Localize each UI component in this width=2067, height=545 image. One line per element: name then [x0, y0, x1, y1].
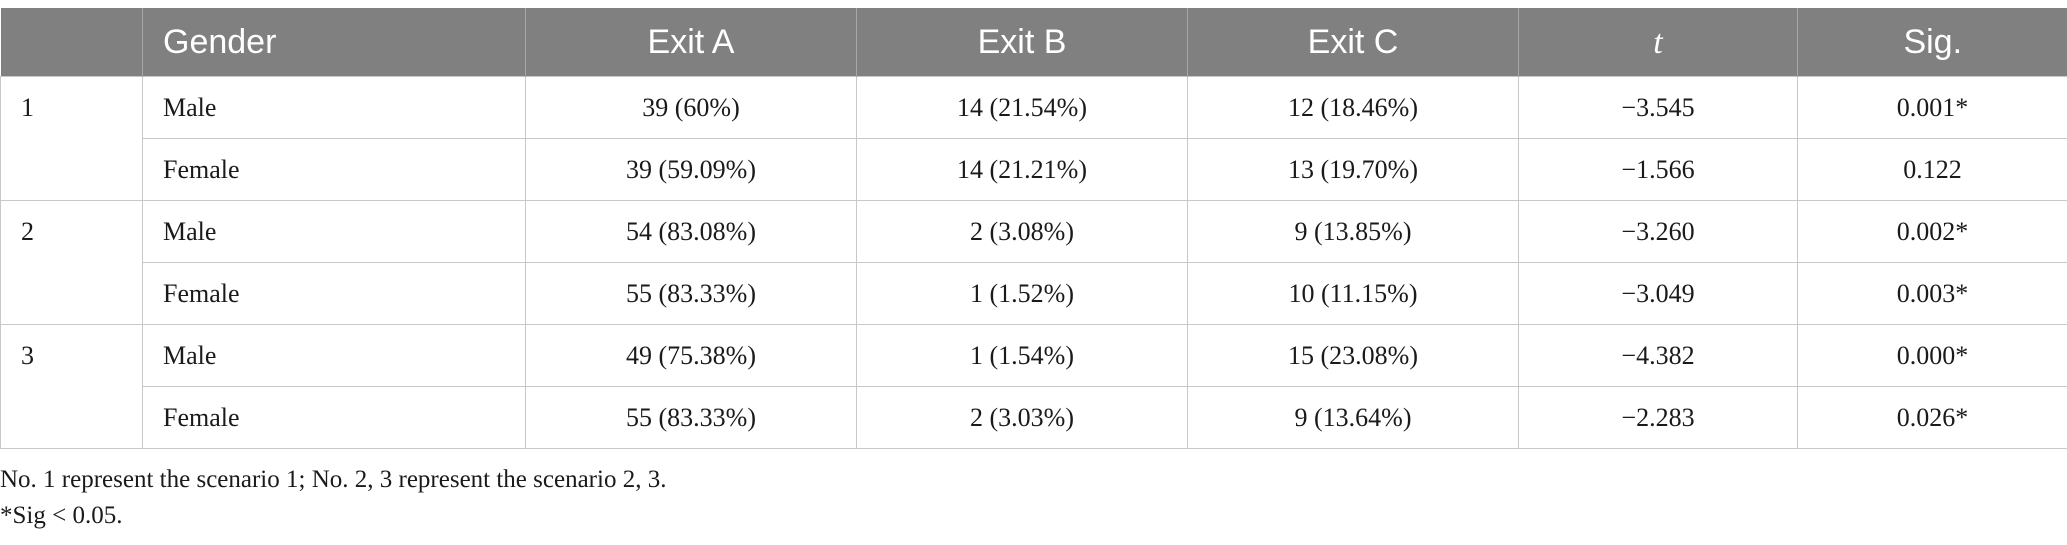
table-row: Female 39 (59.09%) 14 (21.21%) 13 (19.70…: [1, 138, 2067, 201]
cell-exit-a: 54 (83.08%): [525, 200, 857, 263]
header-exit-b: Exit B: [856, 8, 1188, 77]
cell-exit-a: 55 (83.33%): [525, 262, 857, 325]
cell-sig: 0.026*: [1797, 386, 2067, 449]
table-row: 3 Male 49 (75.38%) 1 (1.54%) 15 (23.08%)…: [0, 324, 2067, 449]
cell-exit-c: 13 (19.70%): [1187, 138, 1519, 201]
cell-gender: Female: [142, 138, 526, 201]
cell-gender: Male: [142, 324, 526, 387]
scenario-number: 1: [0, 76, 143, 201]
cell-sig: 0.003*: [1797, 262, 2067, 325]
header-t: t: [1518, 8, 1798, 77]
cell-exit-b: 1 (1.54%): [856, 324, 1188, 387]
cell-exit-c: 10 (11.15%): [1187, 262, 1519, 325]
header-gender: Gender: [142, 8, 526, 77]
cell-gender: Male: [142, 200, 526, 263]
cell-exit-a: 39 (59.09%): [525, 138, 857, 201]
cell-gender: Female: [142, 386, 526, 449]
cell-gender: Female: [142, 262, 526, 325]
table-row: Female 55 (83.33%) 1 (1.52%) 10 (11.15%)…: [1, 262, 2067, 325]
footnote-significance: *Sig < 0.05.: [0, 502, 123, 529]
cell-t: −3.049: [1518, 262, 1798, 325]
cell-exit-c: 9 (13.85%): [1187, 200, 1519, 263]
cell-t: −2.283: [1518, 386, 1798, 449]
table-body: 1 Male 39 (60%) 14 (21.54%) 12 (18.46%) …: [0, 76, 2067, 449]
cell-exit-a: 39 (60%): [525, 76, 857, 139]
cell-exit-b: 14 (21.21%): [856, 138, 1188, 201]
table-row: 2 Male 54 (83.08%) 2 (3.08%) 9 (13.85%) …: [0, 200, 2067, 325]
results-table: Gender Exit A Exit B Exit C t Sig. 1 Mal…: [0, 8, 2067, 449]
table-header: Gender Exit A Exit B Exit C t Sig.: [0, 8, 2067, 77]
cell-t: −1.566: [1518, 138, 1798, 201]
cell-sig: 0.001*: [1797, 76, 2067, 139]
cell-gender: Male: [142, 76, 526, 139]
header-exit-a: Exit A: [525, 8, 857, 77]
table-row: Female 55 (83.33%) 2 (3.03%) 9 (13.64%) …: [1, 386, 2067, 449]
scenario-number: 2: [0, 200, 143, 325]
header-t-label: t: [1653, 23, 1663, 61]
header-exit-c: Exit C: [1187, 8, 1519, 77]
cell-t: −3.260: [1518, 200, 1798, 263]
cell-exit-c: 15 (23.08%): [1187, 324, 1519, 387]
cell-exit-c: 12 (18.46%): [1187, 76, 1519, 139]
cell-exit-b: 2 (3.03%): [856, 386, 1188, 449]
cell-sig: 0.122: [1797, 138, 2067, 201]
header-sig: Sig.: [1797, 8, 2067, 77]
scenario-number: 3: [0, 324, 143, 449]
cell-exit-b: 14 (21.54%): [856, 76, 1188, 139]
results-table-wrapper: Gender Exit A Exit B Exit C t Sig. 1 Mal…: [0, 8, 2067, 449]
footnote-scenario: No. 1 represent the scenario 1; No. 2, 3…: [0, 466, 667, 493]
table-row: 1 Male 39 (60%) 14 (21.54%) 12 (18.46%) …: [0, 76, 2067, 201]
cell-exit-b: 2 (3.08%): [856, 200, 1188, 263]
cell-t: −4.382: [1518, 324, 1798, 387]
cell-exit-a: 55 (83.33%): [525, 386, 857, 449]
header-row: Gender Exit A Exit B Exit C t Sig.: [0, 8, 2067, 77]
cell-t: −3.545: [1518, 76, 1798, 139]
cell-sig: 0.002*: [1797, 200, 2067, 263]
cell-exit-c: 9 (13.64%): [1187, 386, 1519, 449]
table-footnotes: No. 1 represent the scenario 1; No. 2, 3…: [0, 462, 666, 534]
header-no: [0, 8, 143, 77]
cell-sig: 0.000*: [1797, 324, 2067, 387]
cell-exit-b: 1 (1.52%): [856, 262, 1188, 325]
cell-exit-a: 49 (75.38%): [525, 324, 857, 387]
